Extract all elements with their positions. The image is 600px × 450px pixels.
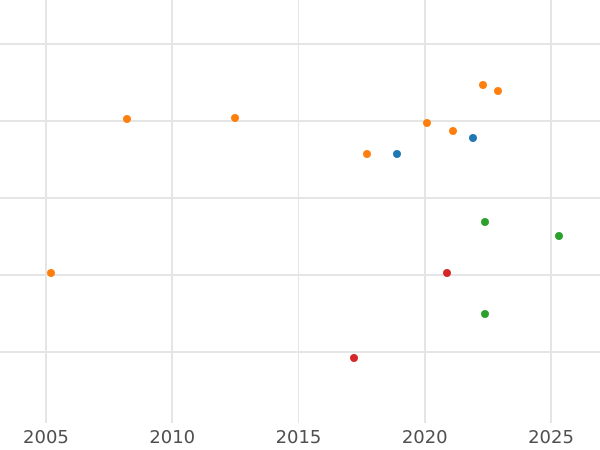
gridline-horizontal xyxy=(0,197,600,199)
data-point-orange xyxy=(478,80,487,89)
data-point-orange xyxy=(423,119,432,128)
data-point-orange xyxy=(362,150,371,159)
x-tick-label: 2010 xyxy=(149,427,196,448)
data-point-orange xyxy=(448,126,457,135)
data-point-orange xyxy=(493,86,502,95)
data-point-orange xyxy=(231,113,240,122)
data-point-green xyxy=(481,310,490,319)
gridline-horizontal xyxy=(0,43,600,45)
gridline-horizontal xyxy=(0,274,600,276)
x-tick-label: 2015 xyxy=(275,427,322,448)
data-point-orange xyxy=(122,114,131,123)
x-tick-label: 2025 xyxy=(528,427,574,448)
plot-area xyxy=(0,0,600,423)
gridline-vertical xyxy=(550,0,552,423)
gridline-vertical xyxy=(297,0,300,423)
gridline-vertical xyxy=(45,0,47,423)
x-axis: 2005 2010 2015 2020 2025 xyxy=(0,423,600,450)
x-tick-label: 2020 xyxy=(401,427,448,448)
gridline-horizontal xyxy=(0,120,600,122)
data-point-red xyxy=(350,354,359,363)
gridline-vertical xyxy=(171,0,174,423)
gridline-horizontal xyxy=(0,351,600,353)
data-point-blue xyxy=(468,133,477,142)
data-point-green xyxy=(481,217,490,226)
data-point-orange xyxy=(47,268,55,277)
data-point-blue xyxy=(392,150,401,159)
x-tick-label: 2005 xyxy=(23,427,69,448)
data-point-green xyxy=(554,231,563,240)
data-point-red xyxy=(443,268,452,277)
gridline-vertical xyxy=(423,0,426,423)
